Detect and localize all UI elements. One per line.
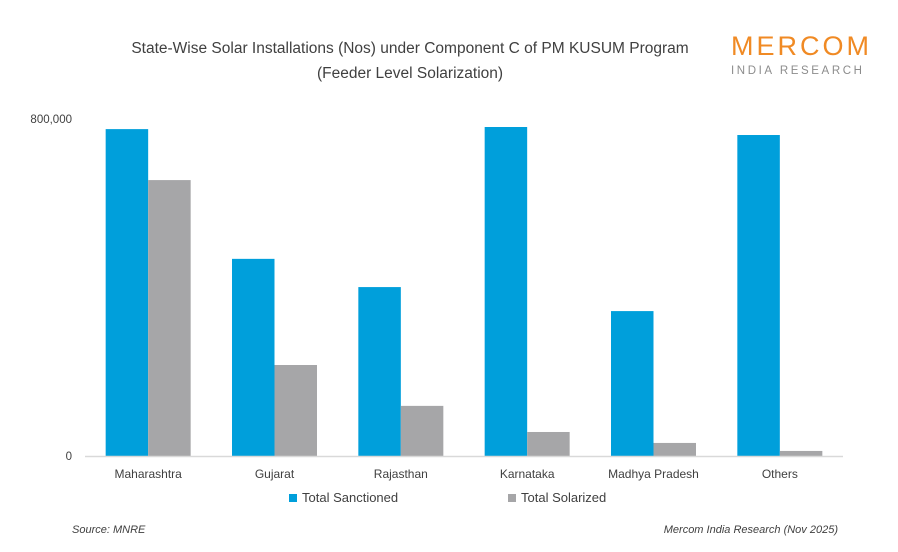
legend-label: Total Sanctioned bbox=[302, 490, 399, 505]
y-tick-label: 0 bbox=[66, 451, 72, 463]
bar-solarized bbox=[527, 431, 570, 456]
logo-name: MERCOM bbox=[731, 31, 872, 61]
bar-solarized bbox=[400, 405, 444, 456]
bar-solarized bbox=[653, 442, 696, 456]
logo-sub: INDIA RESEARCH bbox=[731, 65, 865, 77]
legend-swatch-sanctioned bbox=[289, 493, 297, 502]
x-tick-label: Gujarat bbox=[255, 467, 295, 481]
bar-solarized bbox=[779, 450, 823, 456]
x-tick-label: Others bbox=[762, 467, 798, 481]
bar-sanctioned bbox=[232, 258, 275, 456]
y-tick-label: 800,000 bbox=[30, 114, 72, 126]
source-note: Source: MNRE bbox=[72, 524, 146, 536]
legend-item-sanctioned: Total Sanctioned bbox=[289, 490, 398, 505]
bar-sanctioned bbox=[105, 129, 149, 457]
bar-solarized bbox=[148, 180, 191, 457]
x-tick-label: Karnataka bbox=[500, 467, 555, 481]
bar-sanctioned bbox=[484, 127, 528, 456]
bar-sanctioned bbox=[737, 135, 780, 456]
legend-swatch-solarized bbox=[508, 493, 516, 502]
x-tick-label: Madhya Pradesh bbox=[608, 467, 699, 481]
legend-item-solarized: Total Solarized bbox=[508, 490, 606, 505]
credit-note: Mercom India Research (Nov 2025) bbox=[663, 524, 838, 536]
legend-label: Total Solarized bbox=[521, 490, 607, 505]
x-tick-label: Rajasthan bbox=[374, 467, 428, 481]
chart-subtitle: (Feeder Level Solarization) bbox=[316, 65, 504, 82]
bar-solarized bbox=[274, 365, 317, 456]
mercom-logo: MERCOM INDIA RESEARCH bbox=[731, 31, 881, 78]
bar-sanctioned bbox=[611, 311, 654, 456]
chart-title: State-Wise Solar Installations (Nos) und… bbox=[131, 40, 689, 57]
bar-sanctioned bbox=[358, 287, 401, 456]
x-tick-label: Maharashtra bbox=[114, 467, 182, 481]
